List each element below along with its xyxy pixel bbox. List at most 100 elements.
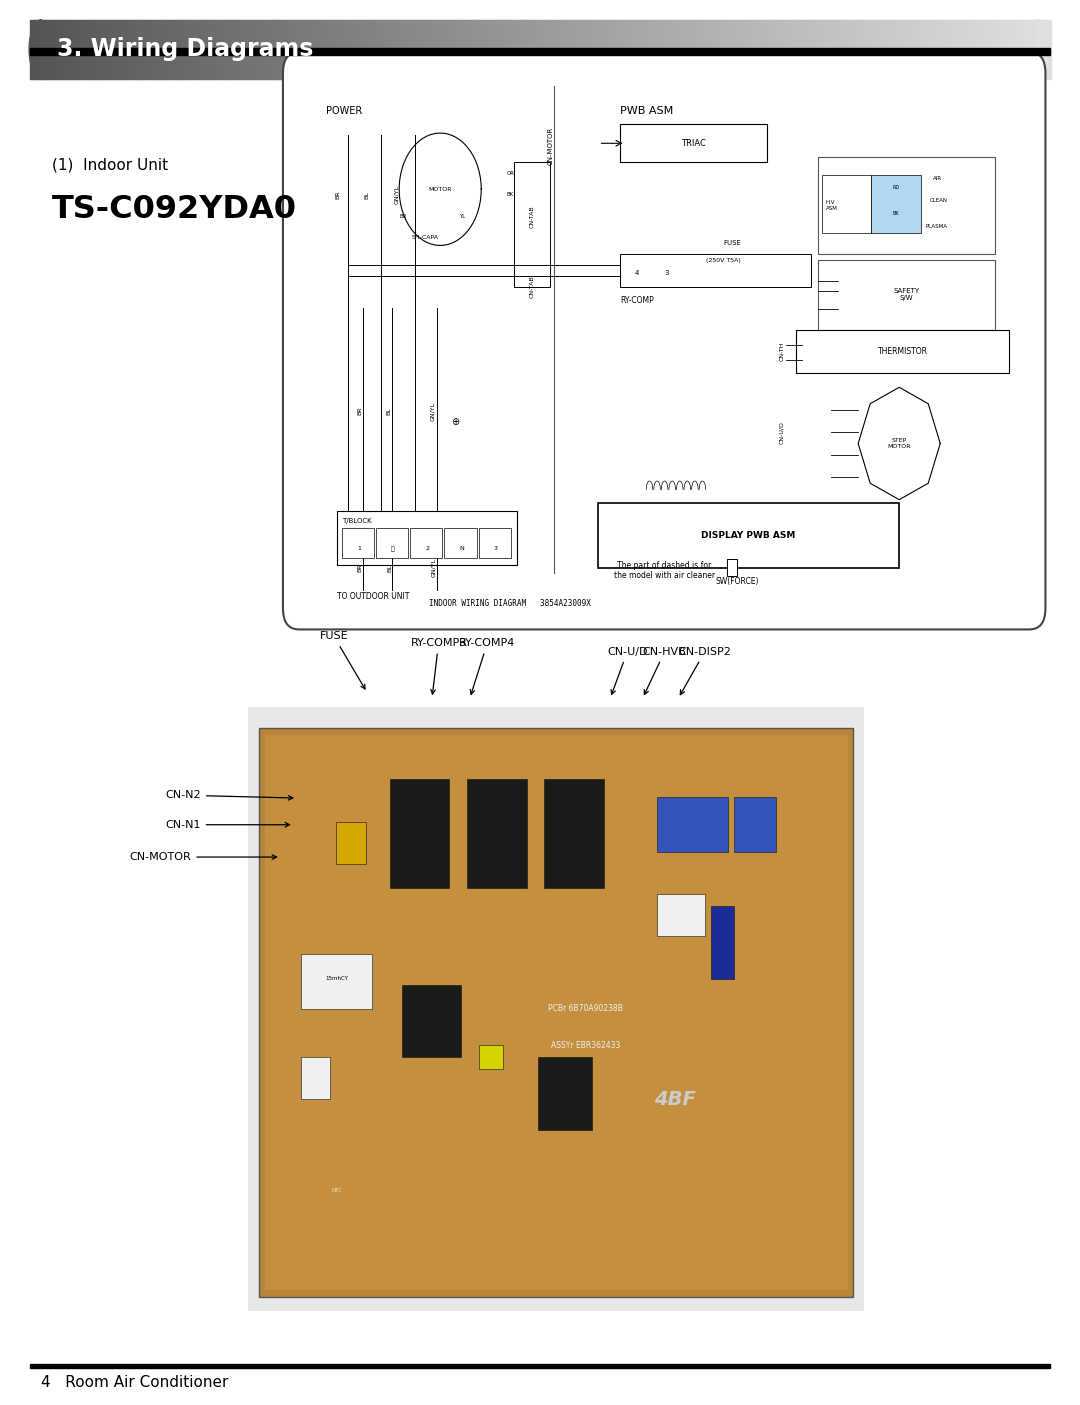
Bar <box>33 20 38 79</box>
Bar <box>244 20 248 79</box>
Text: MOTOR: MOTOR <box>429 187 451 191</box>
Bar <box>1020 20 1024 79</box>
Bar <box>445 528 476 558</box>
Bar <box>550 20 555 79</box>
Bar <box>605 20 609 79</box>
Bar <box>771 20 775 79</box>
Bar <box>964 20 969 79</box>
Bar <box>625 20 630 79</box>
Bar <box>727 559 738 576</box>
Bar <box>734 797 775 851</box>
Bar <box>567 20 571 79</box>
Bar <box>472 20 476 79</box>
Text: BK: BK <box>893 211 900 216</box>
Bar <box>30 48 1050 55</box>
Bar <box>1002 20 1007 79</box>
Text: BK: BK <box>507 192 513 197</box>
Bar <box>744 20 748 79</box>
Bar <box>410 20 416 79</box>
Bar <box>1036 20 1041 79</box>
Bar <box>812 20 816 79</box>
Bar <box>700 20 704 79</box>
Bar <box>323 20 327 79</box>
Bar <box>588 20 592 79</box>
Text: PLASMA: PLASMA <box>926 225 948 229</box>
Bar <box>288 20 293 79</box>
Bar <box>1016 20 1021 79</box>
Text: H.V
ASM: H.V ASM <box>826 200 838 211</box>
Bar <box>428 20 432 79</box>
Bar <box>999 20 1003 79</box>
Bar <box>934 20 939 79</box>
Bar <box>136 20 140 79</box>
Text: BR: BR <box>356 407 362 416</box>
Text: 4BF: 4BF <box>654 1090 696 1109</box>
Bar <box>81 20 85 79</box>
Text: THERMISTOR: THERMISTOR <box>878 347 928 355</box>
Bar <box>341 528 374 558</box>
Bar <box>944 20 949 79</box>
Bar <box>632 20 636 79</box>
Text: CN-U/D: CN-U/D <box>607 646 648 694</box>
Text: INDOOR WIRING DIAGRAM   3854A23009X: INDOOR WIRING DIAGRAM 3854A23009X <box>429 599 591 608</box>
Bar <box>499 20 503 79</box>
Bar <box>200 20 204 79</box>
Bar <box>602 20 606 79</box>
Bar <box>883 20 888 79</box>
Bar <box>160 20 164 79</box>
Bar <box>492 20 497 79</box>
Bar <box>869 20 874 79</box>
Bar <box>241 20 245 79</box>
Bar <box>84 20 89 79</box>
Bar <box>635 20 639 79</box>
Bar <box>71 20 76 79</box>
Bar <box>796 330 1010 374</box>
Bar <box>234 20 239 79</box>
Bar <box>329 20 334 79</box>
Text: GN/YL: GN/YL <box>431 558 436 577</box>
Bar <box>657 797 729 851</box>
Bar <box>326 20 330 79</box>
Bar <box>152 20 157 79</box>
Bar <box>893 20 897 79</box>
Bar <box>608 20 612 79</box>
Bar <box>747 20 752 79</box>
Bar <box>380 20 384 79</box>
Bar <box>523 20 527 79</box>
Bar <box>765 20 769 79</box>
Text: PCBr 6B70A90238B: PCBr 6B70A90238B <box>549 1005 623 1013</box>
Bar <box>703 20 707 79</box>
Text: CN-TAB: CN-TAB <box>529 275 535 298</box>
Bar <box>469 20 473 79</box>
Bar <box>825 20 829 79</box>
Bar <box>421 20 426 79</box>
Bar <box>211 20 215 79</box>
Bar <box>656 20 660 79</box>
Text: GN/YL: GN/YL <box>430 402 435 420</box>
Bar <box>166 20 171 79</box>
Bar <box>822 20 826 79</box>
Bar <box>478 528 511 558</box>
Bar <box>424 20 429 79</box>
Bar <box>948 20 953 79</box>
Bar <box>468 780 527 888</box>
Bar <box>543 20 548 79</box>
Bar <box>356 20 361 79</box>
Bar <box>839 20 843 79</box>
Bar <box>785 20 789 79</box>
Bar <box>402 985 461 1057</box>
Bar <box>896 20 902 79</box>
Bar <box>988 20 994 79</box>
Bar <box>64 20 69 79</box>
Bar <box>856 20 861 79</box>
Bar <box>367 20 372 79</box>
Bar <box>295 20 300 79</box>
Bar <box>300 954 372 1009</box>
Bar <box>516 20 521 79</box>
Text: Ⓛ: Ⓛ <box>391 547 395 552</box>
Bar <box>781 20 786 79</box>
Bar <box>907 20 912 79</box>
Text: RY-COMP4: RY-COMP4 <box>459 638 515 694</box>
Bar <box>534 20 538 79</box>
Bar <box>163 20 167 79</box>
